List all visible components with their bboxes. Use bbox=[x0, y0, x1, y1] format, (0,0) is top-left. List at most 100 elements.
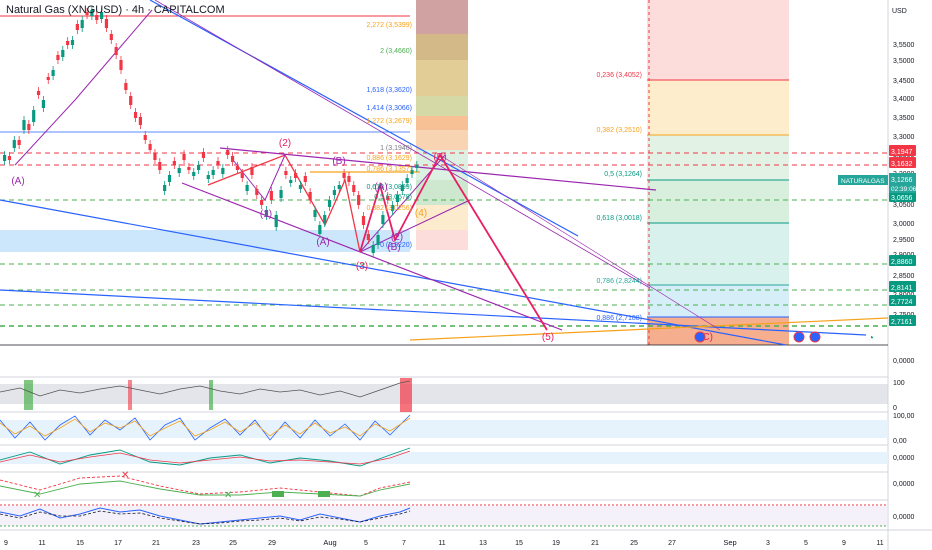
price-badge[interactable]: 2,7724 bbox=[889, 295, 916, 306]
candle-body bbox=[415, 165, 419, 168]
wave-label: (C) bbox=[699, 332, 713, 343]
price-badge[interactable]: 2,7161 bbox=[889, 315, 916, 326]
candle-body bbox=[182, 154, 186, 160]
candle-body bbox=[114, 47, 118, 55]
candle-body bbox=[289, 180, 293, 183]
candle-body bbox=[323, 215, 327, 223]
candle-body bbox=[133, 112, 138, 118]
candle-body bbox=[361, 216, 366, 225]
price-badge[interactable]: 3,0656 bbox=[889, 191, 916, 202]
price-badge[interactable]: 2,8141 bbox=[889, 281, 916, 292]
symbol-tag-text: NATURALGAS bbox=[841, 178, 885, 185]
price-badge-text: 3,1947 bbox=[891, 149, 913, 156]
fib-level-label: 0,618 (3,0899) bbox=[366, 184, 412, 191]
event-markers[interactable]: ◔ bbox=[694, 331, 874, 344]
candle-body bbox=[158, 162, 162, 170]
price-tick-label: 2,9500 bbox=[893, 237, 915, 244]
price-tick-label: 3,0500 bbox=[893, 202, 915, 209]
candle-body bbox=[41, 100, 45, 108]
candle-body bbox=[197, 165, 201, 170]
current-price-text: 3,1266 bbox=[891, 177, 913, 184]
fib-level-label: 2 (3,4660) bbox=[380, 48, 412, 55]
candle-body bbox=[216, 161, 220, 165]
price-tick-label: 3,3000 bbox=[893, 134, 915, 141]
symbol-title[interactable]: Natural Gas (XNGUSD) · 4h · CAPITALCOM bbox=[6, 4, 225, 16]
candle-body bbox=[172, 161, 176, 165]
indicator-tick-label: 0,0000 bbox=[893, 455, 915, 462]
candle-body bbox=[269, 191, 273, 200]
time-tick-label: 15 bbox=[515, 540, 523, 547]
candle-body bbox=[255, 189, 259, 195]
candle-body bbox=[410, 170, 414, 174]
indicator-tick-label: 0,00 bbox=[893, 438, 907, 445]
wave-label: (B) bbox=[433, 152, 446, 163]
label-layer: 2,272 (3,5399) 2 (3,4660) 1,618 (3,3620) 1,… bbox=[11, 22, 713, 343]
candle-body bbox=[80, 20, 84, 28]
indicator-tick-label: 0,0000 bbox=[893, 514, 915, 521]
fib-level-label: 1,414 (3,3066) bbox=[366, 105, 412, 112]
candle-body bbox=[395, 195, 400, 202]
current-price-tag[interactable]: NATURALGAS 3,1266 02:39:06 bbox=[838, 173, 917, 193]
candle-body bbox=[371, 245, 375, 253]
wave-label: (2) bbox=[391, 232, 403, 243]
candle-body bbox=[250, 167, 254, 175]
time-tick-label: 3 bbox=[766, 540, 770, 547]
candle-body bbox=[235, 166, 239, 170]
time-tick-label: 7 bbox=[402, 540, 406, 547]
candle-body bbox=[143, 135, 147, 140]
candle-body bbox=[153, 153, 157, 160]
price-badge-text: 3,1632 bbox=[891, 161, 913, 168]
candle-body bbox=[405, 178, 409, 183]
candle-body bbox=[61, 50, 65, 57]
trend-lines bbox=[0, 0, 889, 346]
fib-level-label: 0,886 (2,7188) bbox=[596, 315, 642, 322]
fib-level-label: 0,786 (3,1357) bbox=[366, 166, 412, 173]
svg-text:✕: ✕ bbox=[224, 490, 232, 501]
candle-body bbox=[27, 124, 31, 130]
candle-body bbox=[75, 24, 79, 30]
candle-body bbox=[318, 225, 322, 234]
time-axis[interactable]: 9 11 15 17 21 23 25 29 Aug 5 7 11 13 15 19 21 25 27 Sep 3 5 9… bbox=[4, 538, 884, 547]
candle-body bbox=[109, 34, 113, 40]
candle-body bbox=[148, 144, 152, 150]
wave-label: (B) bbox=[387, 242, 400, 253]
price-tick-label: 0,0000 bbox=[893, 358, 915, 365]
price-axis[interactable]: USD 3,5500 3,5000 3,4500 3,4000 3,3500 3,3000 3… bbox=[838, 8, 917, 521]
wave-label: (3) bbox=[356, 261, 368, 272]
candle-body bbox=[400, 185, 404, 191]
candle-body bbox=[167, 175, 172, 182]
candle-body bbox=[70, 40, 75, 45]
candle-body bbox=[51, 70, 55, 76]
candle-body bbox=[366, 234, 370, 240]
price-badge[interactable]: 3,1947 bbox=[889, 145, 916, 156]
candle-body bbox=[284, 171, 288, 175]
candle-body bbox=[332, 190, 336, 195]
fib-level-label: 0,5 (3,1264) bbox=[604, 171, 642, 178]
fib-level-label: 0,236 (3,4052) bbox=[596, 72, 642, 79]
time-tick-label: 11 bbox=[438, 540, 445, 547]
candle-body bbox=[163, 185, 167, 191]
candle-body bbox=[95, 15, 99, 20]
candle-body bbox=[342, 173, 346, 178]
fib-level-label: 0 (2,9220) bbox=[380, 242, 412, 249]
support-zone bbox=[0, 230, 410, 252]
time-tick-label: 19 bbox=[552, 540, 560, 547]
candle-body bbox=[119, 60, 123, 70]
candle-body bbox=[100, 12, 104, 19]
price-badge-text: 2,8141 bbox=[891, 285, 913, 292]
candle-body bbox=[36, 91, 41, 95]
candle-body bbox=[308, 192, 312, 200]
time-tick-label: 21 bbox=[152, 540, 160, 547]
time-tick-label: 25 bbox=[229, 540, 237, 547]
fib-level-label: 0,382 (3,0256) bbox=[366, 205, 412, 212]
price-badge[interactable]: 2,8860 bbox=[889, 255, 916, 266]
wave-label: (B) bbox=[332, 156, 345, 167]
candle-body bbox=[22, 120, 26, 130]
candle-body bbox=[303, 176, 307, 182]
candle-body bbox=[226, 150, 230, 155]
candle-body bbox=[313, 210, 317, 217]
indicator-pane-5 bbox=[0, 504, 888, 527]
price-badge[interactable]: 3,1632 bbox=[889, 157, 916, 168]
indicator-tick-label: 0 bbox=[893, 405, 897, 412]
